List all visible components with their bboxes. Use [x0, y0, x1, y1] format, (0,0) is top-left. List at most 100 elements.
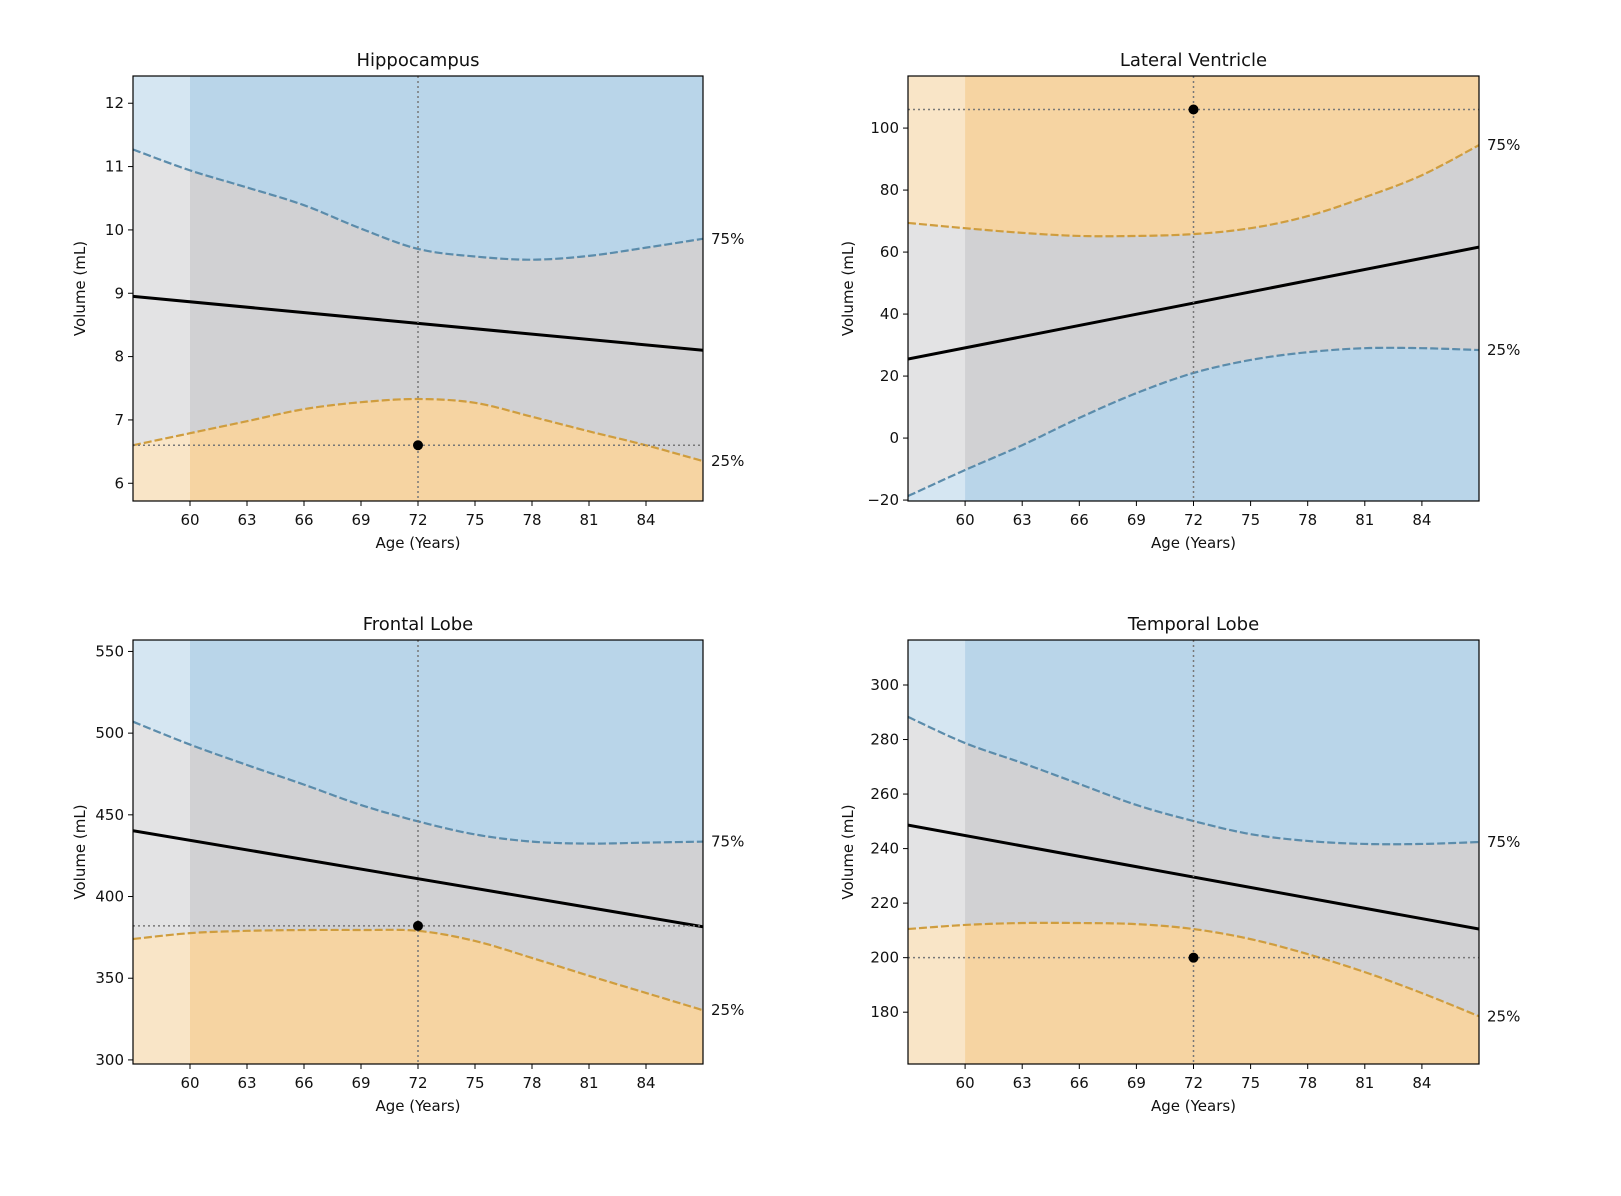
y-tick-label: 20 [880, 367, 899, 385]
patient-data-point [1188, 952, 1199, 963]
x-tick-label: 81 [1355, 1074, 1374, 1092]
y-tick-label: 180 [870, 1003, 899, 1021]
patient-data-point [1188, 104, 1199, 115]
x-tick-label: 63 [1013, 1074, 1032, 1092]
y-tick-label: 8 [114, 348, 124, 366]
x-tick-label: 81 [1355, 511, 1374, 529]
x-axis-label: Age (Years) [375, 1097, 460, 1115]
y-tick-label: 220 [870, 894, 899, 912]
chart-title: Hippocampus [356, 50, 479, 71]
patient-data-point [413, 920, 423, 931]
plot-area [908, 76, 1479, 501]
upper-region [908, 640, 1479, 845]
percentile-75-line [908, 144, 1479, 238]
x-tick-label: 75 [1241, 511, 1260, 529]
lower-region [908, 347, 1479, 501]
percentile-75-label: 75% [1487, 833, 1520, 851]
y-tick-label: 500 [95, 724, 124, 742]
y-tick-label: 9 [114, 284, 124, 302]
plot-area [133, 76, 703, 501]
plot-area [908, 640, 1479, 1064]
x-tick-label: 84 [636, 1074, 655, 1092]
x-tick-label: 75 [1241, 1074, 1260, 1092]
x-tick-label: 84 [636, 511, 655, 529]
y-tick-label: 400 [95, 888, 124, 906]
x-axis-label: Age (Years) [1151, 1097, 1236, 1115]
y-tick-label: 11 [105, 158, 124, 176]
x-tick-label: 72 [408, 1074, 427, 1092]
chart-panel-lateral-ventricle: 60 63 66 69 72 75 78 81 84 −20 0 20 40 60 80 100 Lateral… [839, 50, 1520, 552]
x-tick-label: 84 [1412, 511, 1431, 529]
percentile-75-label: 75% [1487, 136, 1520, 154]
y-tick-label: 200 [870, 949, 899, 967]
chart-panel-temporal-lobe: 60 63 66 69 72 75 78 81 84 180 200 220 240 260 280 300 T… [839, 614, 1520, 1115]
y-tick-label: 260 [870, 785, 899, 803]
x-tick-label: 66 [294, 511, 313, 529]
y-tick-label: 12 [105, 94, 124, 112]
patient-data-point [413, 440, 423, 451]
x-tick-label: 60 [180, 1074, 199, 1092]
out-of-range-shade [908, 640, 966, 1064]
x-tick-label: 69 [1127, 511, 1146, 529]
x-tick-label: 84 [1412, 1074, 1431, 1092]
percentile-25-line [133, 397, 703, 463]
y-tick-label: 10 [105, 221, 124, 239]
x-tick-label: 63 [237, 511, 256, 529]
x-tick-label: 69 [1127, 1074, 1146, 1092]
percentile-75-label: 75% [711, 230, 744, 248]
y-tick-label: 240 [870, 840, 899, 858]
y-tick-label: 450 [95, 806, 124, 824]
y-tick-label: 80 [880, 181, 899, 199]
x-tick-label: 60 [956, 511, 975, 529]
x-tick-label: 78 [1298, 511, 1317, 529]
x-tick-label: 78 [522, 511, 541, 529]
y-tick-label: 7 [114, 411, 124, 429]
x-tick-label: 69 [351, 1074, 370, 1092]
x-tick-label: 81 [579, 511, 598, 529]
y-tick-label: 280 [870, 731, 899, 749]
percentile-25-line [908, 921, 1479, 1018]
x-tick-label: 81 [579, 1074, 598, 1092]
median-line [133, 829, 703, 929]
x-tick-label: 66 [1070, 511, 1089, 529]
y-tick-label: 300 [95, 1051, 124, 1069]
out-of-range-shade [908, 76, 966, 501]
x-tick-label: 72 [1184, 1074, 1203, 1092]
x-tick-label: 66 [1070, 1074, 1089, 1092]
x-axis-label: Age (Years) [1151, 534, 1236, 552]
y-tick-label: 6 [114, 474, 124, 492]
median-line [133, 294, 703, 352]
x-tick-label: 69 [351, 511, 370, 529]
y-axis-label: Volume (mL) [839, 804, 857, 899]
chart-title: Temporal Lobe [1127, 614, 1259, 635]
y-tick-label: 0 [889, 429, 899, 447]
percentile-25-label: 25% [711, 1001, 744, 1019]
chart-panel-frontal-lobe: 60 63 66 69 72 75 78 81 84 300 350 400 450 500 550 Fron… [71, 614, 744, 1115]
y-axis-label: Volume (mL) [71, 241, 89, 336]
x-axis-label: Age (Years) [375, 534, 460, 552]
x-tick-label: 72 [1184, 511, 1203, 529]
x-tick-label: 60 [180, 511, 199, 529]
chart-title: Lateral Ventricle [1120, 50, 1267, 71]
x-tick-label: 63 [1013, 511, 1032, 529]
percentile-25-label: 25% [711, 452, 744, 470]
x-tick-label: 75 [465, 511, 484, 529]
percentile-75-line [133, 148, 703, 261]
y-tick-label: 300 [870, 676, 899, 694]
x-tick-label: 75 [465, 1074, 484, 1092]
x-tick-label: 60 [956, 1074, 975, 1092]
x-tick-label: 66 [294, 1074, 313, 1092]
percentile-75-label: 75% [711, 833, 744, 851]
y-tick-label: 350 [95, 969, 124, 987]
out-of-range-shade [133, 640, 190, 1064]
lower-region [908, 922, 1479, 1064]
y-axis-label: Volume (mL) [71, 804, 89, 899]
x-tick-label: 78 [522, 1074, 541, 1092]
y-tick-label: 60 [880, 243, 899, 261]
percentile-25-label: 25% [1487, 341, 1520, 359]
percentile-25-line [133, 928, 703, 1012]
median-line [908, 823, 1479, 931]
y-tick-label: 550 [95, 642, 124, 660]
percentile-25-label: 25% [1487, 1007, 1520, 1025]
